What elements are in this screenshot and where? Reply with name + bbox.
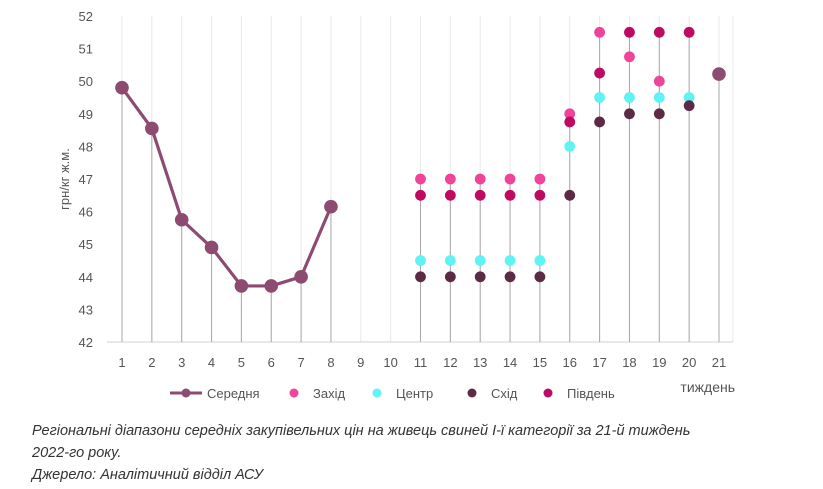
point-avg-8-46.15 — [324, 199, 338, 214]
point-region-19-51.5 — [653, 26, 665, 38]
point-region-18-49.5 — [624, 92, 635, 103]
point-region-15-47 — [534, 173, 546, 185]
x-axis-label: тиждень — [680, 379, 735, 395]
x-tick-label-19: 19 — [652, 355, 666, 370]
point-region-19-49.5 — [653, 92, 665, 103]
point-region-16-46.5 — [564, 189, 576, 201]
x-tick-label-5: 5 — [238, 355, 245, 370]
y-tick-label-52: 52 — [79, 9, 93, 24]
point-region-19-50 — [653, 75, 665, 87]
y-axis-label: грн/кг ж.м. — [57, 148, 72, 210]
legend-label-4: Південь — [567, 386, 615, 401]
point-region-18-49 — [624, 108, 635, 120]
legend-label-0: Середня — [207, 386, 260, 401]
y-tick-label-48: 48 — [79, 139, 93, 154]
point-region-14-46.5 — [504, 189, 516, 201]
point-region-11-47 — [415, 173, 426, 185]
y-tick-label-43: 43 — [79, 302, 93, 317]
legend-label-1: Захід — [313, 386, 345, 401]
legend-marker-3 — [467, 388, 477, 398]
point-region-12-46.5 — [444, 189, 456, 201]
x-tick-label-16: 16 — [563, 355, 577, 370]
point-region-17-49.5 — [594, 92, 605, 103]
legend-label-3: Схід — [491, 386, 518, 401]
y-tick-label-50: 50 — [79, 74, 93, 89]
x-tick-label-12: 12 — [443, 355, 457, 370]
y-tick-label-47: 47 — [79, 172, 93, 187]
point-region-20-49.5 — [683, 92, 695, 103]
point-region-16-48.75 — [564, 116, 576, 128]
y-tick-label-42: 42 — [79, 335, 93, 350]
point-region-19-49 — [653, 108, 665, 120]
x-tick-label-4: 4 — [208, 355, 215, 370]
point-region-17-50.25 — [594, 67, 605, 79]
point-region-11-44.5 — [415, 255, 426, 266]
point-region-20-51.5 — [683, 26, 695, 38]
x-tick-label-10: 10 — [383, 355, 397, 370]
point-region-13-46.5 — [474, 189, 486, 201]
caption-source: Джерело: Аналітичний відділ АСУ — [32, 467, 263, 483]
y-tick-label-51: 51 — [79, 42, 93, 57]
point-avg-4-44.9 — [204, 240, 219, 255]
legend-marker-0 — [181, 388, 191, 398]
point-avg-6-43.72 — [264, 279, 279, 293]
point-region-12-47 — [444, 173, 456, 185]
point-region-16-48 — [564, 141, 576, 152]
x-tick-label-6: 6 — [268, 355, 275, 370]
x-tick-label-2: 2 — [148, 355, 155, 370]
x-tick-label-17: 17 — [592, 355, 606, 370]
point-region-14-44 — [504, 271, 516, 283]
x-tick-label-9: 9 — [357, 355, 364, 370]
point-region-15-46.5 — [534, 189, 546, 201]
point-region-17-51.5 — [594, 26, 605, 38]
x-tick-label-3: 3 — [178, 355, 185, 370]
point-region-18-50.75 — [624, 51, 635, 63]
x-tick-label-20: 20 — [682, 355, 696, 370]
legend-marker-4 — [543, 388, 553, 398]
x-tick-label-18: 18 — [622, 355, 636, 370]
x-tick-label-11: 11 — [414, 355, 428, 370]
point-region-17-48.75 — [594, 116, 605, 128]
legend-marker-1 — [289, 388, 299, 398]
point-region-20-49.25 — [683, 100, 695, 112]
point-avg-3-45.75 — [174, 212, 189, 227]
x-tick-label-13: 13 — [473, 355, 487, 370]
point-region-11-44 — [415, 271, 426, 283]
point-region-13-44 — [474, 271, 486, 283]
x-tick-label-1: 1 — [118, 355, 125, 370]
point-avg-1-49.8 — [115, 80, 129, 95]
caption-line-2: 2022-го року. — [32, 445, 122, 461]
y-tick-label-46: 46 — [79, 205, 93, 220]
series-line-0 — [120, 86, 333, 288]
point-avg-21-50.22 — [712, 67, 726, 81]
point-avg-2-48.55 — [145, 121, 159, 136]
point-region-14-44.5 — [504, 255, 516, 266]
caption-line-1: Регіональні діапазони середніх закупівел… — [32, 423, 691, 439]
x-tick-label-8: 8 — [327, 355, 334, 370]
point-region-13-47 — [474, 173, 486, 185]
chart-caption: Регіональні діапазони середніх закупівел… — [32, 420, 802, 486]
y-tick-label-49: 49 — [79, 107, 93, 122]
y-tick-label-45: 45 — [79, 237, 93, 252]
point-avg-7-44 — [294, 270, 308, 284]
point-region-13-44.5 — [474, 255, 486, 266]
x-tick-label-15: 15 — [533, 355, 547, 370]
point-region-18-51.5 — [624, 26, 635, 38]
x-tick-label-7: 7 — [297, 355, 304, 370]
point-region-15-44 — [534, 271, 546, 283]
point-region-12-44.5 — [444, 255, 456, 266]
y-tick-label-44: 44 — [79, 270, 93, 285]
x-tick-label-21: 21 — [712, 355, 726, 370]
point-avg-5-43.72 — [234, 279, 249, 293]
legend-label-2: Центр — [396, 386, 433, 401]
point-region-16-49 — [564, 108, 576, 120]
point-region-12-44 — [444, 271, 456, 283]
point-region-11-46.5 — [415, 189, 426, 201]
x-tick-label-14: 14 — [503, 355, 517, 370]
legend-marker-2 — [372, 388, 382, 398]
point-region-14-47 — [504, 173, 516, 185]
point-region-15-44.5 — [534, 255, 546, 266]
